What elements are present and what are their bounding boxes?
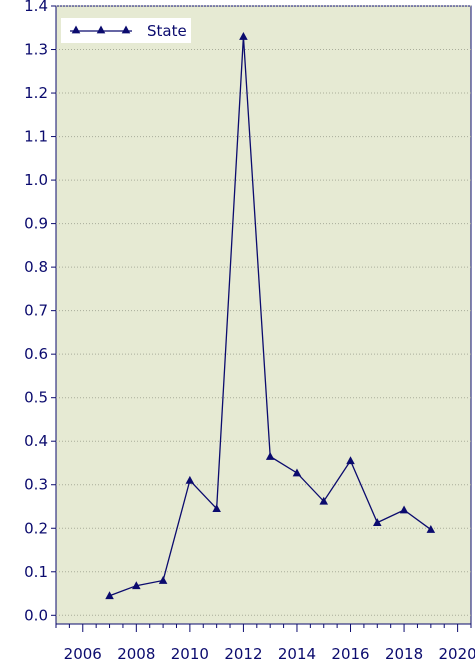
legend-marker	[96, 25, 106, 34]
y-tick-label: 0.7	[24, 302, 48, 320]
data-point-marker	[265, 451, 275, 460]
y-tick-label: 1.4	[24, 0, 48, 15]
y-tick-label: 0.3	[24, 476, 48, 494]
x-tick-label: 2020	[439, 645, 475, 663]
grid-lines	[56, 5, 471, 616]
y-tick-label: 0.5	[24, 389, 48, 407]
x-tick-label: 2012	[224, 645, 262, 663]
legend-markers	[71, 25, 131, 34]
y-tick-label: 0.8	[24, 258, 48, 276]
data-point-marker	[158, 575, 168, 584]
legend: State	[61, 18, 191, 43]
y-tick-label: 1.1	[24, 128, 48, 146]
y-tick-label: 1.2	[24, 84, 48, 102]
x-tick-label: 2008	[117, 645, 155, 663]
data-point-marker	[239, 31, 248, 40]
y-tick-label: 1.0	[24, 171, 48, 189]
data-point-marker	[185, 475, 195, 484]
legend-label-state: State	[147, 22, 187, 40]
y-tick-label: 0.4	[24, 432, 48, 450]
y-tick-label: 0.9	[24, 215, 48, 233]
data-point-marker	[399, 505, 409, 514]
plot-area	[55, 5, 472, 625]
y-tick-label: 0.0	[24, 606, 48, 624]
x-tick-label: 2014	[278, 645, 316, 663]
x-tick-label: 2016	[331, 645, 369, 663]
x-tick-label: 2018	[385, 645, 423, 663]
x-tick-label: 2006	[64, 645, 102, 663]
x-tick-label: 2010	[171, 645, 209, 663]
data-point-marker	[373, 518, 382, 526]
data-point-marker	[319, 496, 329, 505]
series-layer	[105, 31, 436, 600]
data-point-marker	[426, 525, 436, 533]
data-point-marker	[212, 504, 221, 513]
y-tick-label: 1.3	[24, 41, 48, 59]
legend-marker	[71, 25, 81, 34]
data-point-marker	[132, 581, 141, 590]
axes: 0.0 0.1 0.2 0.3 0.4 0.5 0.6 0.7 0.8 0.9 1.0 1.1 1.2 1…	[24, 0, 475, 663]
data-point-marker	[105, 591, 114, 600]
data-point-marker	[292, 468, 302, 477]
y-tick-label: 0.6	[24, 345, 48, 363]
y-tick-label: 0.1	[24, 563, 48, 581]
legend-marker	[121, 25, 131, 34]
data-point-marker	[346, 456, 355, 465]
y-tick-label: 0.2	[24, 519, 48, 537]
